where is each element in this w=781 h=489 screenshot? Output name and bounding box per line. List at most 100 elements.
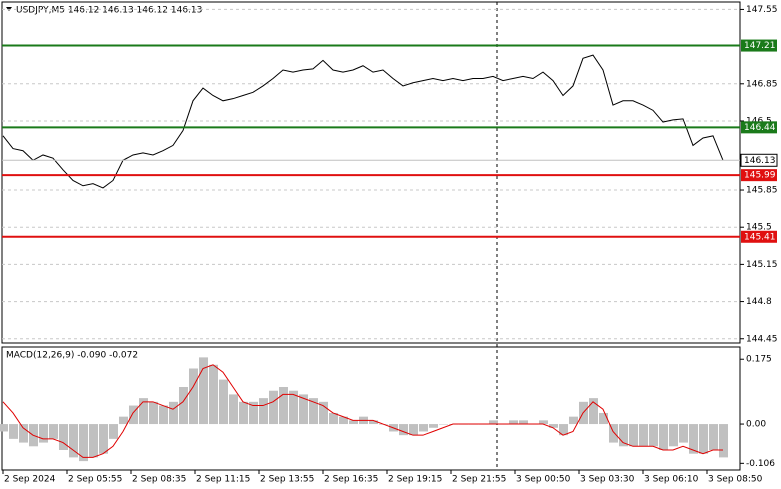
macd-bar xyxy=(39,424,48,443)
y-tick-label: 0.00 xyxy=(746,420,766,430)
macd-bar xyxy=(689,424,698,454)
macd-bar xyxy=(59,424,68,450)
macd-bar xyxy=(9,424,18,439)
macd-bar xyxy=(309,398,318,425)
macd-bar xyxy=(319,401,328,425)
macd-bar xyxy=(679,424,688,443)
x-tick-label: 3 Sep 06:10 xyxy=(644,475,699,485)
level-label: 147.21 xyxy=(744,41,776,51)
macd-bar xyxy=(249,401,258,425)
x-tick-label: 2 Sep 08:35 xyxy=(132,475,186,485)
macd-bar xyxy=(299,394,308,425)
level-label: 145.99 xyxy=(744,171,776,181)
macd-bar xyxy=(509,420,518,425)
macd-bar xyxy=(599,412,608,425)
y-tick-label: 144.45 xyxy=(746,334,778,344)
x-tick-label: 2 Sep 13:55 xyxy=(260,475,314,485)
macd-bar xyxy=(159,405,168,425)
price-line xyxy=(2,54,724,189)
y-tick-label: 145.5 xyxy=(746,223,772,233)
macd-bar xyxy=(49,424,58,439)
level-label-box xyxy=(741,169,777,182)
macd-bar xyxy=(259,398,268,425)
macd-bar xyxy=(629,424,638,447)
price-title: USDJPY,M5 146.12 146.13 146.12 146.13 xyxy=(16,6,202,16)
macd-bar xyxy=(219,379,228,425)
x-tick-label: 2 Sep 2024 xyxy=(4,475,56,485)
macd-bar xyxy=(169,401,178,425)
current-price-label: 146.13 xyxy=(744,156,776,166)
y-tick-label: 145.85 xyxy=(746,186,778,196)
current-price-box xyxy=(740,153,778,167)
macd-bar xyxy=(0,424,8,432)
x-tick-label: 3 Sep 08:50 xyxy=(708,475,763,485)
macd-bar xyxy=(99,424,108,454)
macd-bar xyxy=(179,387,188,425)
macd-bar xyxy=(89,424,98,458)
macd-bar xyxy=(699,424,708,454)
y-tick-label: 144.8 xyxy=(746,297,772,307)
macd-bar xyxy=(109,424,118,439)
level-label: 146.44 xyxy=(744,123,776,133)
macd-bar xyxy=(329,412,338,425)
macd-bar xyxy=(119,416,128,425)
macd-bar xyxy=(229,394,238,425)
macd-bar xyxy=(719,424,728,458)
macd-bar xyxy=(129,405,138,425)
macd-bar xyxy=(149,401,158,425)
macd-bar xyxy=(709,424,718,450)
macd-bar xyxy=(649,424,658,447)
y-tick-label: -0.106 xyxy=(746,459,775,469)
level-label: 145.41 xyxy=(744,232,776,242)
macd-bar xyxy=(569,416,578,425)
macd-bar xyxy=(539,420,548,425)
macd-bar xyxy=(199,357,208,425)
macd-bar xyxy=(429,424,438,428)
y-tick-label: 146.85 xyxy=(746,79,778,89)
x-tick-label: 2 Sep 05:55 xyxy=(68,475,122,485)
macd-bar xyxy=(409,424,418,436)
y-tick-label: 147.55 xyxy=(746,5,778,15)
macd-bar xyxy=(269,390,278,425)
macd-bar xyxy=(349,420,358,425)
macd-bar xyxy=(239,401,248,425)
macd-bar xyxy=(339,416,348,425)
macd-panel xyxy=(1,346,741,471)
macd-bar xyxy=(559,424,568,436)
macd-bar xyxy=(519,420,528,425)
macd-bar xyxy=(189,368,198,425)
macd-bar xyxy=(589,398,598,425)
macd-bar xyxy=(619,424,628,447)
macd-bar xyxy=(609,424,618,443)
signal-line xyxy=(2,364,723,458)
macd-bar xyxy=(209,364,218,425)
macd-bar xyxy=(669,424,678,447)
macd-bar xyxy=(139,398,148,425)
x-tick-label: 2 Sep 19:15 xyxy=(388,475,442,485)
macd-bar xyxy=(69,424,78,458)
level-label-box xyxy=(741,39,777,52)
x-tick-label: 2 Sep 11:15 xyxy=(196,475,250,485)
macd-bar xyxy=(659,424,668,450)
x-tick-label: 2 Sep 16:35 xyxy=(324,475,378,485)
price-panel xyxy=(1,1,741,344)
y-tick-label: 0.175 xyxy=(746,355,772,365)
macd-bar xyxy=(289,390,298,425)
macd-bar xyxy=(639,424,648,447)
macd-bar xyxy=(489,420,498,425)
level-label-box xyxy=(741,121,777,134)
x-tick-label: 2 Sep 21:55 xyxy=(452,475,506,485)
macd-title: MACD(12,26,9) -0.090 -0.072 xyxy=(6,351,138,361)
x-tick-label: 3 Sep 03:30 xyxy=(580,475,635,485)
level-label-box xyxy=(741,230,777,243)
macd-bar xyxy=(19,424,28,443)
macd-bar xyxy=(369,420,378,425)
macd-bar xyxy=(419,424,428,432)
macd-bar xyxy=(279,387,288,425)
y-tick-label: 145.15 xyxy=(746,260,778,270)
macd-bar xyxy=(79,424,88,462)
macd-bar xyxy=(549,424,558,428)
macd-bar xyxy=(399,424,408,436)
macd-bar xyxy=(439,424,448,425)
